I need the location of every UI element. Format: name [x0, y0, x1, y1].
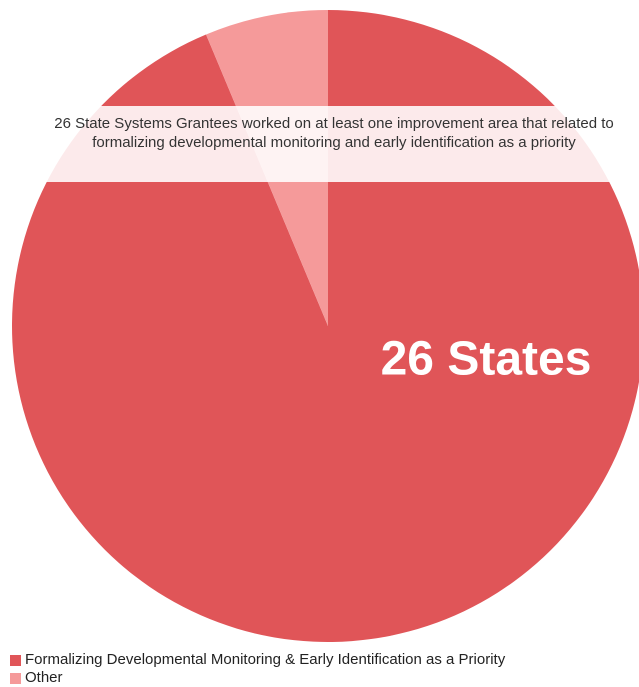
legend-item: Formalizing Developmental Monitoring & E…	[10, 651, 505, 669]
legend-item: Other	[10, 669, 505, 687]
legend-label: Other	[25, 669, 63, 686]
data-label: 26 States	[381, 333, 592, 386]
legend-label: Formalizing Developmental Monitoring & E…	[25, 651, 506, 668]
annotation: 26 State Systems Grantees worked on at l…	[40, 106, 628, 182]
legend: Formalizing Developmental Monitoring & E…	[10, 651, 505, 687]
legend-swatch	[10, 654, 21, 666]
legend-swatch	[10, 672, 21, 684]
